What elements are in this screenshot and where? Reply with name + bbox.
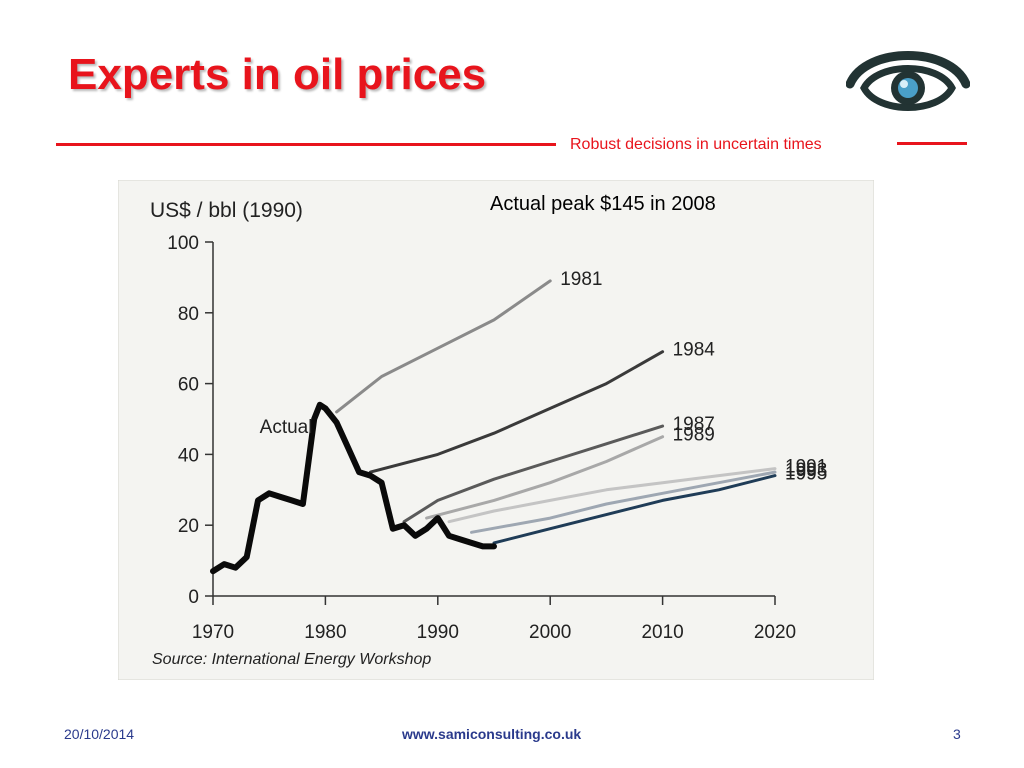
tagline: Robust decisions in uncertain times [570,136,822,153]
chart-source: Source: International Energy Workshop [152,651,431,668]
header-rule-right [897,142,967,145]
header-rule-left [56,143,556,146]
series-line-actual [210,401,497,575]
chart-background [118,180,874,680]
chart-title: US$ / bbl (1990) [150,199,303,222]
series-line-1995 [492,474,777,545]
x-tick-label: 1990 [417,622,459,643]
y-tick-label: 80 [178,304,199,325]
page-title: Experts in oil prices [68,50,487,99]
y-tick-label: 60 [178,375,199,396]
series-layer [210,279,777,575]
series-label-1991: 1991 [785,457,827,478]
footer-url[interactable]: www.samiconsulting.co.uk [402,726,582,742]
series-label-1987: 1987 [673,414,715,435]
series-line-1989 [425,435,665,520]
eye-icon [846,51,970,111]
series-label-1989: 1989 [673,425,715,446]
series-line-1991 [447,467,777,524]
y-tick-label: 100 [167,233,199,254]
series-line-1981 [335,279,552,414]
y-tick-label: 0 [188,587,199,608]
series-label-1995: 1995 [785,464,827,485]
page-number: 3 [953,726,961,742]
series-label-actual: Actual [260,417,313,438]
axis-layer: 0 20 40 60 80 100 1970 1980 1990 2000 2010 2020 [167,233,796,643]
x-tick-label: 1970 [192,622,234,643]
series-label-1993: 1993 [785,460,827,481]
x-tick-label: 2000 [529,622,571,643]
y-tick-label: 20 [178,516,199,537]
series-line-1984 [368,350,665,474]
y-tick-label: 40 [178,445,199,466]
x-tick-label: 1980 [304,622,346,643]
x-tick-label: 2020 [754,622,796,643]
oil-price-chart: US$ / bbl (1990) Source: International E… [118,180,874,680]
series-label-1981: 1981 [560,269,602,290]
series-label-1984: 1984 [673,340,716,361]
series-line-1987 [402,424,665,524]
footer-date: 20/10/2014 [64,726,135,742]
x-tick-label: 2010 [641,622,683,643]
peak-annotation: Actual peak $145 in 2008 [490,193,716,215]
series-line-1993 [470,470,777,534]
